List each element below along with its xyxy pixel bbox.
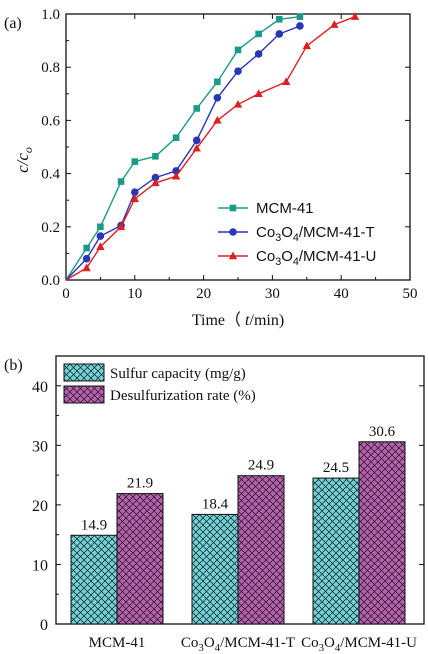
data-point-circle xyxy=(192,136,201,145)
y-tick-label-b: 30 xyxy=(32,438,48,455)
panel-label-a: (a) xyxy=(4,15,22,32)
bar xyxy=(191,513,239,625)
axes-ticks-a: 0 10 20 30 40 50 0.0 0.2 0.4 0.6 0.8 1.0 xyxy=(41,7,417,302)
y-tick-label-a: 1.0 xyxy=(41,7,60,23)
data-point-triangle xyxy=(281,77,291,86)
data-point-circle xyxy=(82,254,91,263)
data-point-triangle xyxy=(192,143,201,152)
x-axis-label-a: Time（ t/min) xyxy=(192,311,284,329)
legend-label: Sulfur capacity (mg/g) xyxy=(110,366,246,382)
data-point-triangle xyxy=(233,99,243,108)
x-tick-label-a: 10 xyxy=(127,286,142,302)
bars-b: 14.9 21.9 18.4 24.9 24.5 30.6 xyxy=(70,424,406,625)
bar-value-label: 24.9 xyxy=(248,458,274,474)
data-point-circle xyxy=(229,228,237,236)
x-tick-label-a: 0 xyxy=(62,286,70,302)
bar-value-label: 18.4 xyxy=(202,496,229,512)
y-tick-label-a: 0.4 xyxy=(41,167,60,183)
y-tick-label-a: 0.6 xyxy=(41,113,60,129)
x-tick-label-a: 30 xyxy=(265,286,280,302)
category-label: Co3​O4​/MCM-41-U xyxy=(301,635,417,654)
data-point-triangle xyxy=(302,41,311,50)
category-label: MCM-41 xyxy=(89,635,146,651)
data-point-square xyxy=(229,204,237,212)
y-tick-label-a: 0.8 xyxy=(41,60,60,76)
category-label: Co3​O4​/MCM-41-T xyxy=(181,635,295,654)
data-point-square xyxy=(296,13,304,20)
series-line xyxy=(65,25,301,281)
data-point-triangle xyxy=(116,222,126,230)
y-tick-label-a: 0.0 xyxy=(41,273,60,289)
data-point-triangle xyxy=(213,115,222,124)
bar xyxy=(312,477,360,625)
data-point-triangle xyxy=(350,12,360,20)
data-point-circle xyxy=(213,93,222,102)
data-point-square xyxy=(97,223,104,231)
data-point-circle xyxy=(275,30,284,38)
x-tick-label-a: 50 xyxy=(403,286,418,302)
panel-label-b: (b) xyxy=(4,357,23,374)
legend-label: Co3​O4​/MCM-41-U xyxy=(256,248,376,268)
data-point-triangle xyxy=(330,20,339,28)
bar xyxy=(237,475,285,625)
data-point-square xyxy=(255,30,262,38)
data-point-triangle xyxy=(171,171,181,180)
data-point-circle xyxy=(234,67,242,75)
legend-swatch xyxy=(63,363,105,382)
legend-label: Co3​O4​/MCM-41-T xyxy=(256,224,375,244)
bar xyxy=(358,441,406,625)
series-lines-a xyxy=(65,12,360,281)
y-tick-label-a: 0.2 xyxy=(41,220,60,236)
data-point-circle xyxy=(254,50,263,58)
data-point-square xyxy=(172,134,180,141)
y-tick-label-b: 0 xyxy=(40,617,48,634)
data-point-triangle xyxy=(130,194,139,203)
data-point-square xyxy=(83,244,90,252)
data-point-circle xyxy=(131,188,139,197)
bar-chart-panel: (b) 0 10 20 30 40 14.9 21.9 18.4 24.9 24.5 30.6 S… xyxy=(4,355,425,654)
data-point-square xyxy=(214,78,221,86)
y-tick-label-b: 20 xyxy=(32,498,48,515)
legend-label: Desulfurization rate (%) xyxy=(110,388,256,404)
data-point-square xyxy=(117,178,125,185)
category-labels-b: MCM-41 Co3​O4​/MCM-41-T Co3​O4​/MCM-41-U xyxy=(89,635,417,654)
y-tick-label-b: 10 xyxy=(32,557,48,574)
data-point-triangle xyxy=(96,242,105,250)
data-point-triangle xyxy=(228,251,238,260)
bar-value-label: 24.5 xyxy=(323,460,349,476)
y-axis-label-a: c/co xyxy=(13,147,35,173)
x-tick-label-a: 20 xyxy=(196,286,211,302)
x-tick-label-a: 40 xyxy=(334,286,349,302)
data-point-square xyxy=(234,46,242,54)
legend-label: MCM-41 xyxy=(256,200,314,217)
bar-value-label: 14.9 xyxy=(81,517,107,533)
bar-value-label: 21.9 xyxy=(127,476,153,492)
legend-swatch xyxy=(63,385,105,404)
data-point-circle xyxy=(96,232,105,240)
data-point-triangle xyxy=(254,89,263,97)
data-point-square xyxy=(152,153,159,160)
bar xyxy=(70,534,118,625)
bar-value-label: 30.6 xyxy=(369,424,396,440)
line-chart-panel: (a) 0 10 20 30 40 50 0.0 0.2 0.4 0.6 0.8 1.0 c/co T… xyxy=(4,7,418,329)
bar xyxy=(116,493,164,625)
legend-a: MCM-41 Co3​O4​/MCM-41-T Co3​O4​/MCM-41-U xyxy=(218,200,376,268)
data-point-square xyxy=(193,105,201,112)
data-point-square xyxy=(275,16,283,23)
data-point-triangle xyxy=(151,178,160,187)
data-point-square xyxy=(131,158,139,165)
data-point-triangle xyxy=(82,263,91,272)
y-tick-label-b: 40 xyxy=(32,379,48,396)
data-point-circle xyxy=(151,173,160,182)
legend-b: Sulfur capacity (mg/g) Desulfurization ra… xyxy=(63,363,256,404)
data-point-circle xyxy=(296,22,304,30)
